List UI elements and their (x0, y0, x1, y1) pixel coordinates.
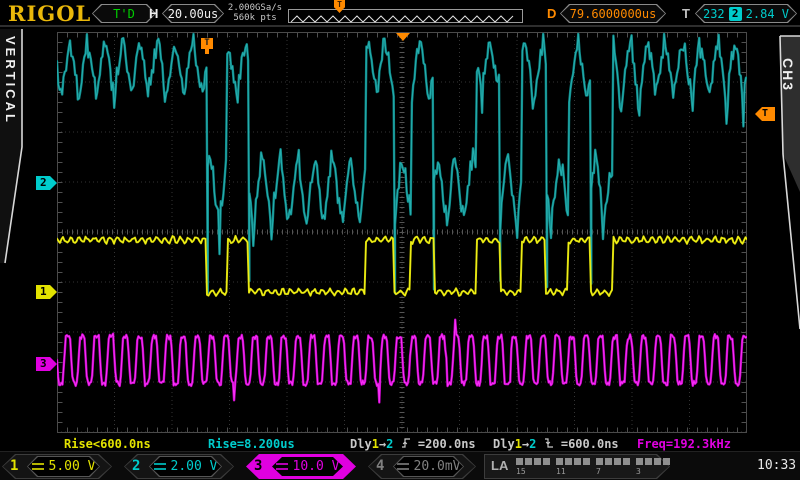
trigger-status-text: T'D (113, 6, 135, 21)
memory-depth: 560k pts (233, 13, 277, 23)
horizontal-label: H (149, 6, 159, 21)
trigger-position-flag-icon[interactable]: T (334, 0, 345, 13)
trigger-label: T (682, 6, 690, 21)
acquisition-info: 2.000GSa/s 560k pts (224, 3, 286, 23)
zigzag-memory-icon (290, 15, 514, 23)
channel1-scale: 5.00 V (48, 459, 96, 474)
trigger-level-value: 2.84 V (745, 6, 790, 21)
arrow-icon: → (521, 437, 530, 451)
channel2-scale: 2.00 V (170, 459, 218, 474)
la-group: 7 (596, 458, 630, 478)
timebase-badge[interactable]: 20.00us (162, 4, 224, 23)
trigger-level-marker[interactable]: T (755, 107, 775, 121)
waveform-display (55, 31, 748, 433)
delay-label: D (547, 6, 557, 21)
la-label: LA (491, 458, 509, 473)
delay-meas-prefix: Dly (493, 437, 515, 451)
rise-edge-icon (401, 438, 410, 448)
memory-position-indicator[interactable] (288, 9, 523, 23)
vertical-menu-tab-shape (0, 29, 23, 264)
waveform-canvas (55, 31, 748, 433)
tab-ch3-menu[interactable]: CH3 (780, 58, 796, 93)
delay-meas-src: 1 (514, 437, 522, 451)
channel1-number: 1 (10, 458, 19, 474)
trigger-source-channel: 2 (729, 7, 742, 21)
ch1-ground-marker[interactable]: 1 (36, 285, 57, 299)
digital-channel-indicators: 15 11 7 3 (516, 458, 670, 478)
dc-coupling-icon (154, 463, 166, 470)
channel1-badge[interactable]: 1 5.00 V (2, 454, 112, 479)
delay-meas-dst: 2 (386, 437, 394, 451)
la-group: 15 (516, 458, 550, 478)
trigger-settings-badge[interactable]: 232 2 2.84 V (695, 4, 797, 23)
measurement-freq-ch3[interactable]: Freq=192.3kHz (637, 437, 731, 451)
rigol-logo: RIGOL (8, 1, 92, 26)
clock: 10:33 (757, 458, 797, 473)
measurement-delay-rise[interactable]: Dly1→2 =200.0ns (350, 437, 476, 451)
ch3-menu-tab-shape (779, 35, 800, 330)
status-bar: RIGOL T'D H 20.00us 2.000GSa/s 560k pts … (0, 0, 800, 27)
channel2-badge[interactable]: 2 2.00 V (124, 454, 234, 479)
channel3-number: 3 (254, 458, 263, 474)
channel-status-bar: 1 5.00 V 2 2.00 V 3 10.0 V 4 (0, 451, 800, 480)
delay-meas-value: =200.0ns (417, 437, 476, 451)
measurement-rise-ch1[interactable]: Rise<600.0ns (64, 437, 151, 451)
measurement-delay-fall[interactable]: Dly1→2 =600.0ns (493, 437, 619, 451)
trigger-position-marker-icon[interactable] (396, 33, 410, 41)
dc-coupling-icon (397, 463, 409, 470)
channel2-number: 2 (132, 458, 141, 474)
tab-vertical-menu[interactable]: VERTICAL (3, 36, 18, 125)
arrow-icon: → (378, 437, 387, 451)
logic-analyzer-badge[interactable]: LA 15 11 7 3 (484, 454, 670, 479)
channel4-badge[interactable]: 4 20.0mV (368, 454, 476, 479)
channel4-number: 4 (376, 458, 385, 474)
delay-meas-value: =600.0ns (560, 437, 619, 451)
delay-reference-flag-icon[interactable]: T (201, 38, 213, 54)
fall-edge-icon (544, 438, 553, 448)
channel4-scale: 20.0mV (413, 459, 461, 474)
dc-coupling-icon (32, 463, 44, 470)
la-group: 3 (636, 458, 670, 478)
trigger-code: 232 (702, 6, 725, 21)
la-group: 11 (556, 458, 590, 478)
ch3-ground-marker[interactable]: 3 (36, 357, 57, 371)
delay-meas-dst: 2 (529, 437, 537, 451)
measurement-rise-ch2[interactable]: Rise=8.200us (208, 437, 295, 451)
channel3-scale: 10.0 V (292, 459, 340, 474)
trigger-status-badge: T'D (92, 4, 156, 23)
delay-meas-prefix: Dly (350, 437, 372, 451)
ch2-ground-marker[interactable]: 2 (36, 176, 57, 190)
channel3-badge[interactable]: 3 10.0 V (246, 454, 356, 479)
delay-meas-src: 1 (371, 437, 379, 451)
delay-value: 79.6000000us (569, 6, 657, 21)
delay-badge[interactable]: 79.6000000us (560, 4, 666, 23)
dc-coupling-icon (276, 463, 288, 470)
sample-rate: 2.000GSa/s (227, 3, 283, 13)
timebase-value: 20.00us (167, 6, 219, 21)
